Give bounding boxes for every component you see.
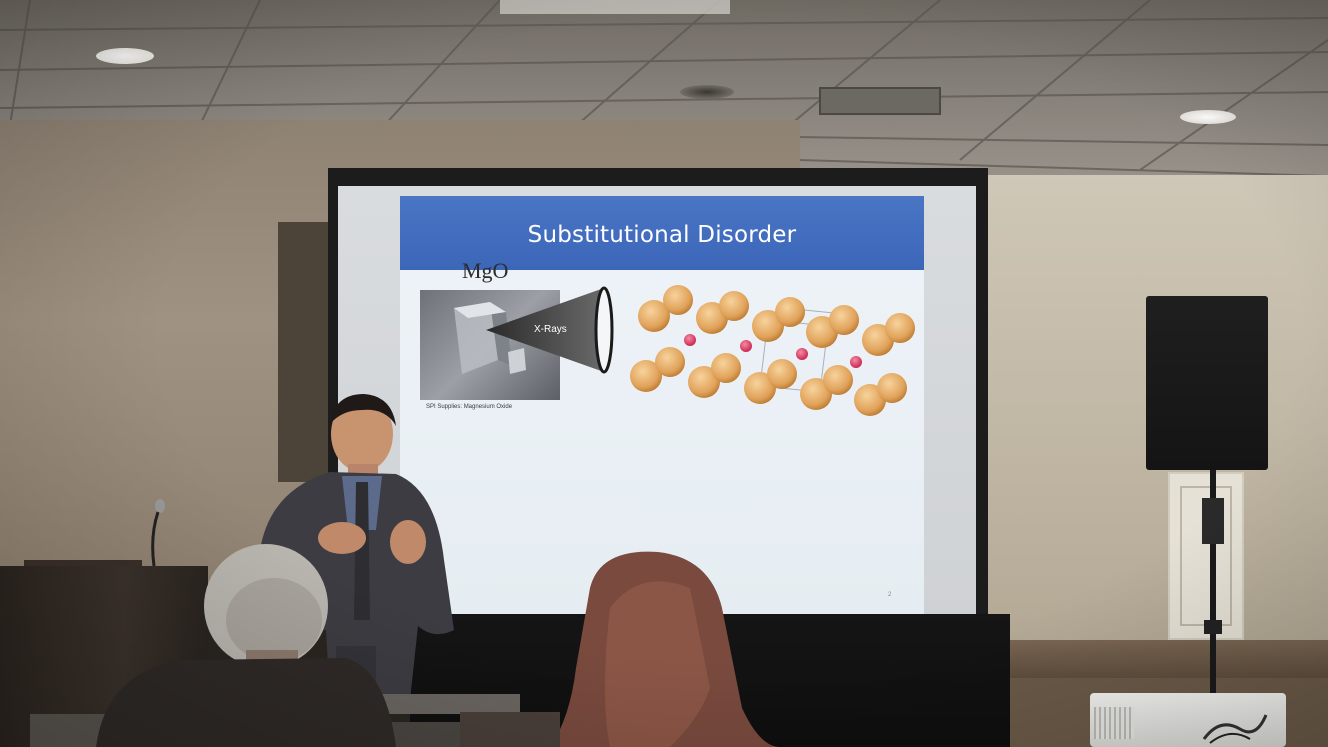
pa-speaker: [1146, 296, 1268, 470]
podium-top: [24, 560, 142, 568]
audience-member-gray-hair: [96, 544, 396, 747]
ceiling-light: [96, 48, 154, 64]
compound-label: MgO: [462, 258, 509, 283]
ceiling-light: [680, 85, 734, 99]
presentation-slide: Substitutional Disorder MgO X-Rays SPI S…: [400, 196, 924, 614]
x-ray-label: X-Rays: [534, 324, 567, 335]
projector-cables: [1202, 714, 1268, 744]
slide-title-bar: [400, 196, 924, 270]
ceiling-tile-grid: [0, 0, 1328, 177]
projector-vent: [1094, 707, 1134, 739]
microphone: [151, 499, 165, 566]
audience-member-red-hair: [460, 551, 780, 747]
o-atoms: [684, 334, 862, 368]
speaker-stand: [1202, 470, 1224, 696]
crystal-lattice-diagram: [630, 285, 915, 416]
photo-caption: SPI Supplies: Magnesium Oxide: [426, 404, 513, 410]
mg-atoms: [630, 285, 915, 416]
slide-title: Substitutional Disorder: [527, 222, 797, 248]
wall-rail: [1000, 640, 1328, 678]
x-ray-beam-cone: [486, 286, 614, 374]
projector: [1090, 693, 1286, 747]
ceiling-light: [1180, 110, 1236, 124]
slide-page-number: 2: [888, 592, 892, 598]
